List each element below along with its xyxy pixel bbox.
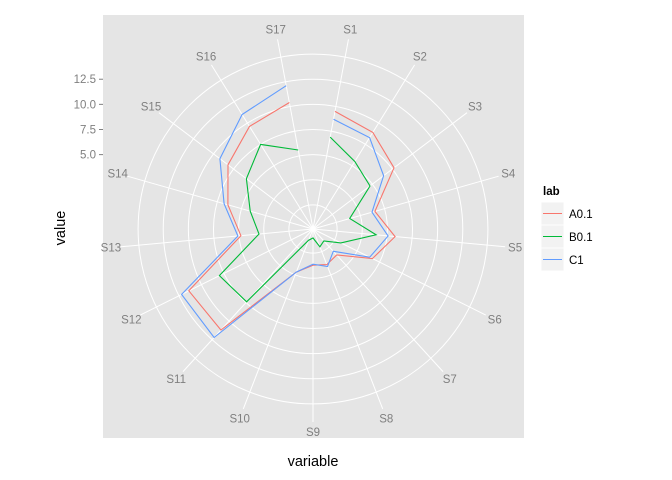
legend: lab A0.1 B0.1 C1 xyxy=(540,186,593,272)
category-label: S6 xyxy=(488,315,502,327)
grid-spoke xyxy=(312,228,506,248)
legend-label: A0.1 xyxy=(569,209,593,221)
category-label: S13 xyxy=(101,243,121,255)
series-line-B0.1 xyxy=(218,136,378,303)
series-line-C1 xyxy=(180,85,389,339)
category-label: S1 xyxy=(343,25,357,37)
grid-spoke xyxy=(242,228,314,410)
y-tick-label: 12.5 xyxy=(74,74,96,86)
grid-spoke xyxy=(312,39,349,230)
series-lines xyxy=(180,85,396,339)
category-label: S8 xyxy=(379,413,393,425)
y-tick-label: 5.0 xyxy=(80,150,96,162)
category-label: S15 xyxy=(141,102,161,114)
category-label: S11 xyxy=(166,374,186,386)
category-label: S14 xyxy=(107,168,128,180)
grid-spoke xyxy=(210,64,314,230)
grid-spoke xyxy=(312,228,384,410)
category-label: S4 xyxy=(501,168,516,180)
category-label: S17 xyxy=(265,25,285,37)
category-label: S5 xyxy=(508,243,522,255)
category-label: S16 xyxy=(196,51,216,63)
grid-spoke xyxy=(158,112,314,230)
legend-label: C1 xyxy=(569,255,584,267)
category-label: S3 xyxy=(468,102,482,114)
y-tick-label: 10.0 xyxy=(74,99,96,111)
category-label: S9 xyxy=(306,427,320,439)
y-axis-ticks: 5.0 7.5 10.0 12.5 xyxy=(74,74,103,162)
category-label: S2 xyxy=(413,51,427,63)
grid-spoke xyxy=(312,228,444,372)
category-label: S12 xyxy=(121,315,141,327)
category-label: S7 xyxy=(443,374,457,386)
y-axis-title: value xyxy=(53,211,69,246)
x-axis-title: variable xyxy=(288,454,339,470)
grid-spoke xyxy=(127,175,314,230)
category-labels: S1 S2 S3 S4 S5 S6 S7 S8 S9 S10 S11 S12 S13 S14 S15 S16 S… xyxy=(101,25,522,440)
grid-spoke xyxy=(140,228,314,316)
legend-label: B0.1 xyxy=(569,232,593,244)
grid-spoke xyxy=(120,228,314,248)
grid-spoke xyxy=(312,112,468,230)
category-label: S10 xyxy=(229,413,249,425)
grid-spoke xyxy=(312,175,499,230)
series-line-A0.1 xyxy=(188,102,396,331)
grid-spoke xyxy=(312,64,416,230)
grid-spoke xyxy=(277,39,314,230)
legend-items: A0.1 B0.1 C1 xyxy=(540,201,593,272)
grid-spoke xyxy=(312,228,486,316)
y-tick-label: 7.5 xyxy=(80,125,96,137)
legend-title: lab xyxy=(543,186,560,198)
